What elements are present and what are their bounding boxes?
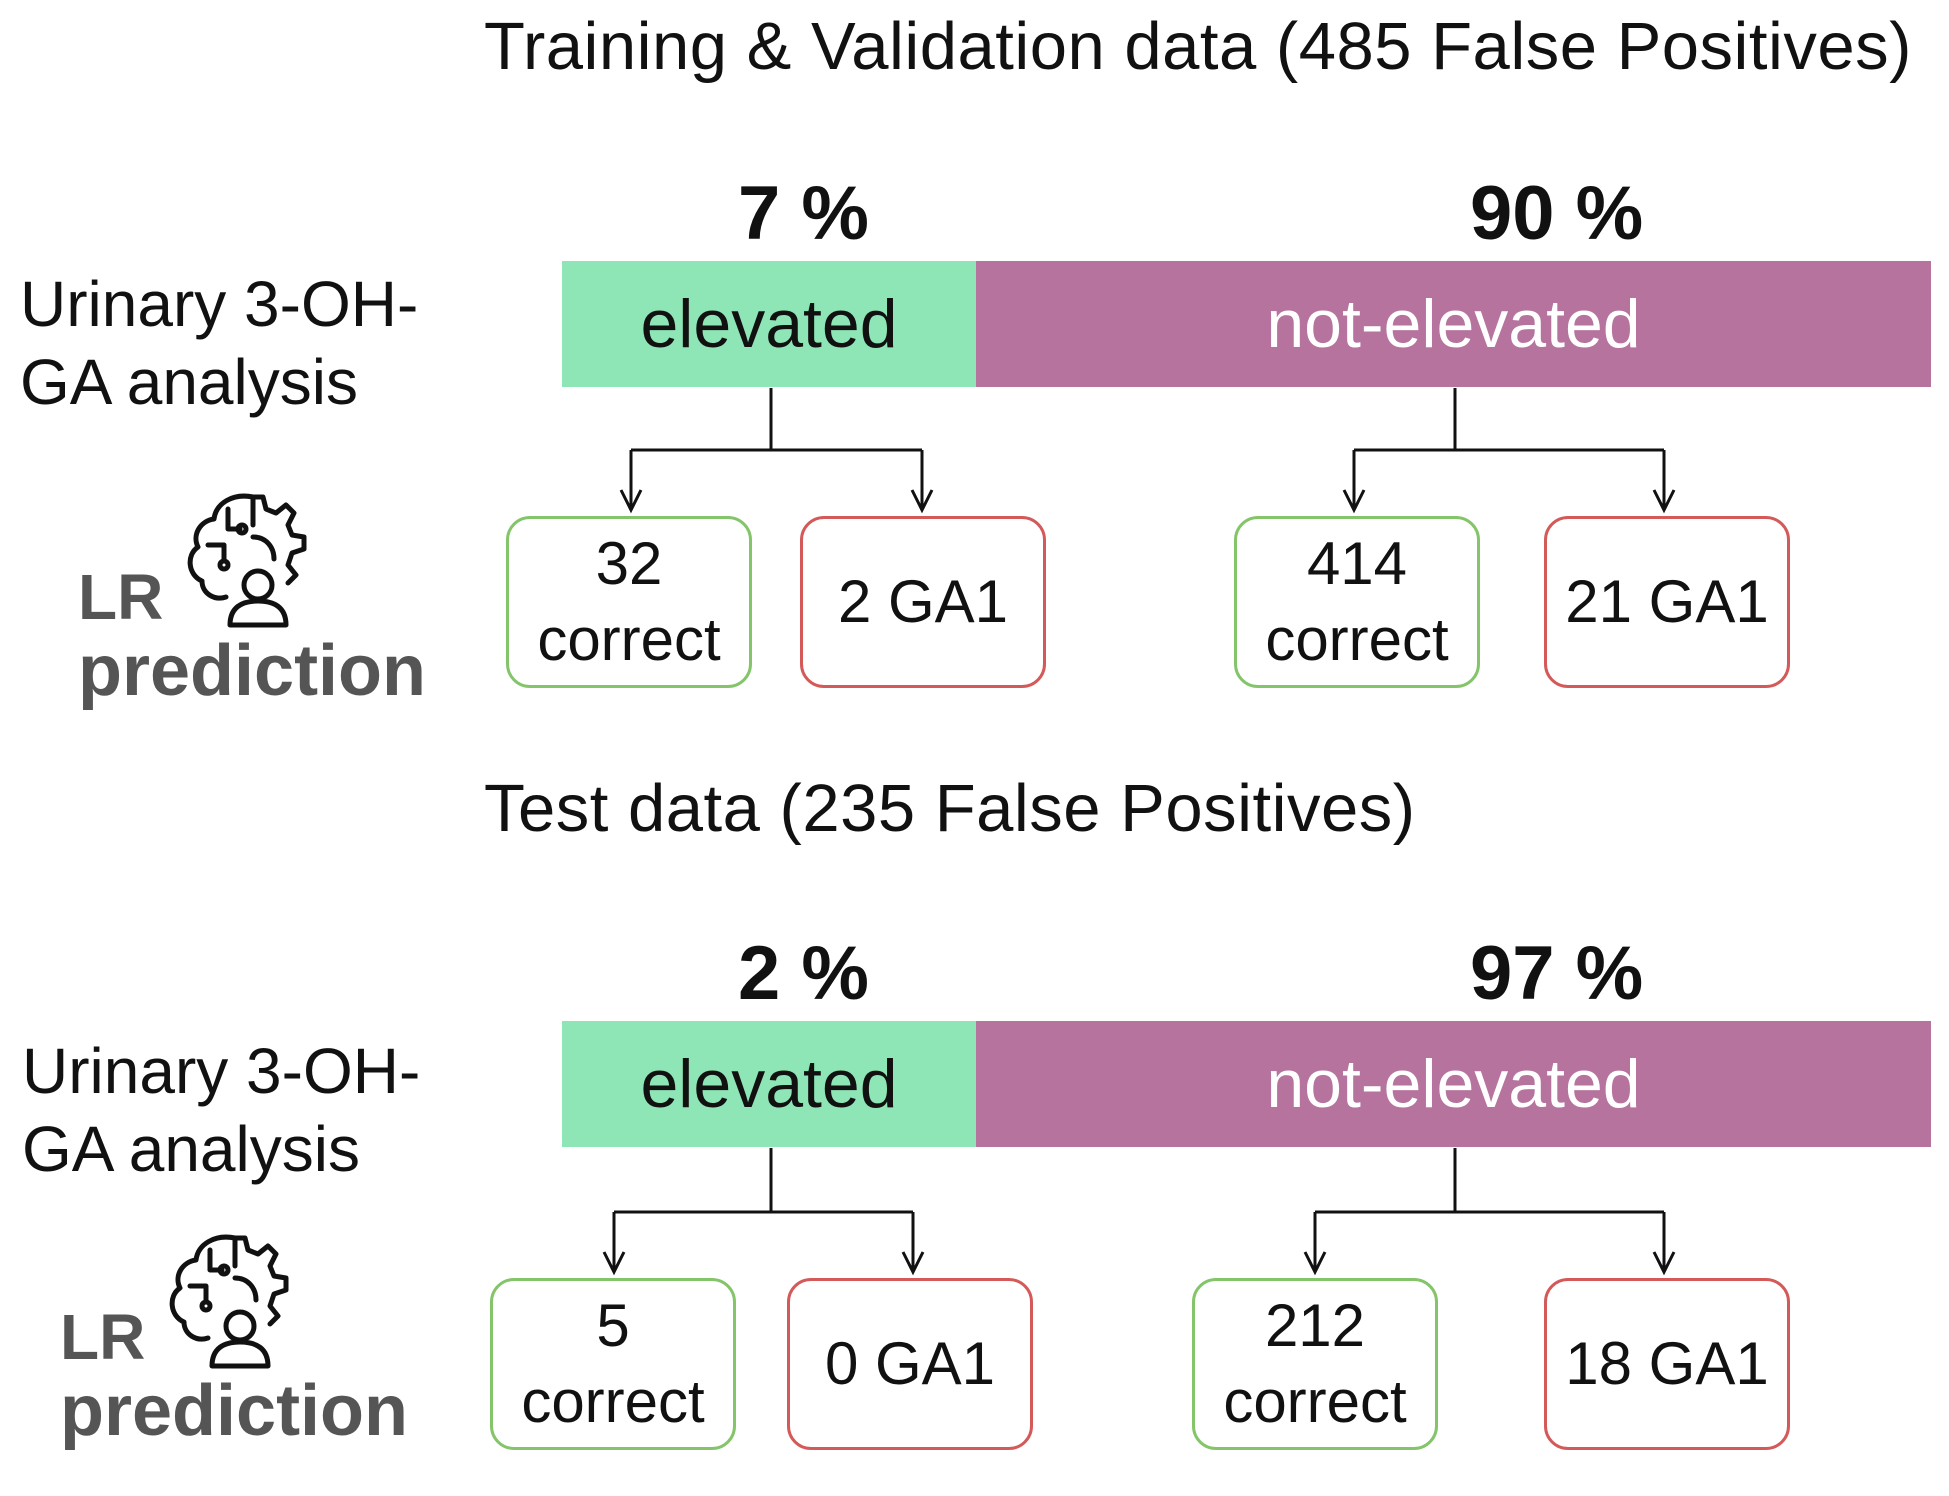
correct-count: 5 bbox=[596, 1292, 630, 1359]
analysis-label-line1: Urinary 3-OH- bbox=[20, 268, 419, 340]
not-elevated-bar: not-elevated bbox=[976, 1021, 1931, 1147]
ga1-count: 2 GA1 bbox=[837, 568, 1009, 635]
elevated-ga1-box: 0 GA1 bbox=[787, 1278, 1033, 1450]
not-elevated-ga1-box: 18 GA1 bbox=[1544, 1278, 1790, 1450]
elevated-percent: 2 % bbox=[738, 931, 869, 1016]
ai-brain-gear-person-icon bbox=[178, 485, 328, 635]
prediction-word: prediction bbox=[78, 631, 427, 711]
training-validation-panel: Training & Validation data (485 False Po… bbox=[0, 0, 1949, 736]
lr-prediction-label: LR prediction bbox=[78, 560, 426, 712]
not-elevated-correct-box: 414 correct bbox=[1234, 516, 1480, 688]
correct-word: correct bbox=[521, 1368, 705, 1435]
not-elevated-bar-label: not-elevated bbox=[1266, 1046, 1641, 1122]
correct-word: correct bbox=[1265, 606, 1449, 673]
analysis-label: Urinary 3-OH- GA analysis bbox=[22, 1032, 420, 1188]
correct-word: correct bbox=[1223, 1368, 1407, 1435]
prediction-word: prediction bbox=[60, 1371, 409, 1451]
analysis-label-line2: GA analysis bbox=[22, 1113, 360, 1185]
analysis-label: Urinary 3-OH- GA analysis bbox=[20, 265, 418, 421]
not-elevated-percent: 90 % bbox=[1470, 171, 1644, 256]
not-elevated-ga1-box: 21 GA1 bbox=[1544, 516, 1790, 688]
not-elevated-correct-box: 212 correct bbox=[1192, 1278, 1438, 1450]
panel-title: Test data (235 False Positives) bbox=[484, 771, 1416, 846]
analysis-label-line2: GA analysis bbox=[20, 346, 358, 418]
elevated-bar-label: elevated bbox=[640, 286, 898, 362]
not-elevated-percent: 97 % bbox=[1470, 931, 1644, 1016]
ga1-count: 18 GA1 bbox=[1565, 1330, 1769, 1397]
connector-lines bbox=[619, 388, 1676, 514]
elevated-percent: 7 % bbox=[738, 171, 869, 256]
elevated-bar: elevated bbox=[562, 261, 976, 387]
lr-prediction-label: LR prediction bbox=[60, 1300, 408, 1452]
not-elevated-bar: not-elevated bbox=[976, 261, 1931, 387]
test-panel: Test data (235 False Positives) 2 % 97 %… bbox=[0, 760, 1949, 1496]
elevated-bar-label: elevated bbox=[640, 1046, 898, 1122]
ai-brain-gear-person-icon bbox=[160, 1226, 310, 1376]
panel-title: Training & Validation data (485 False Po… bbox=[484, 9, 1912, 84]
ga1-count: 0 GA1 bbox=[824, 1330, 996, 1397]
connector-lines bbox=[602, 1148, 1676, 1276]
elevated-bar: elevated bbox=[562, 1021, 976, 1147]
correct-count: 212 bbox=[1264, 1292, 1366, 1359]
analysis-label-line1: Urinary 3-OH- bbox=[22, 1035, 421, 1107]
not-elevated-bar-label: not-elevated bbox=[1266, 286, 1641, 362]
elevated-correct-box: 5 correct bbox=[490, 1278, 736, 1450]
correct-count: 414 bbox=[1306, 530, 1408, 597]
elevated-correct-box: 32 correct bbox=[506, 516, 752, 688]
ga1-count: 21 GA1 bbox=[1565, 568, 1769, 635]
correct-count: 32 bbox=[595, 530, 663, 597]
elevated-ga1-box: 2 GA1 bbox=[800, 516, 1046, 688]
correct-word: correct bbox=[537, 606, 721, 673]
lr-word: LR bbox=[78, 561, 164, 633]
lr-word: LR bbox=[60, 1301, 146, 1373]
